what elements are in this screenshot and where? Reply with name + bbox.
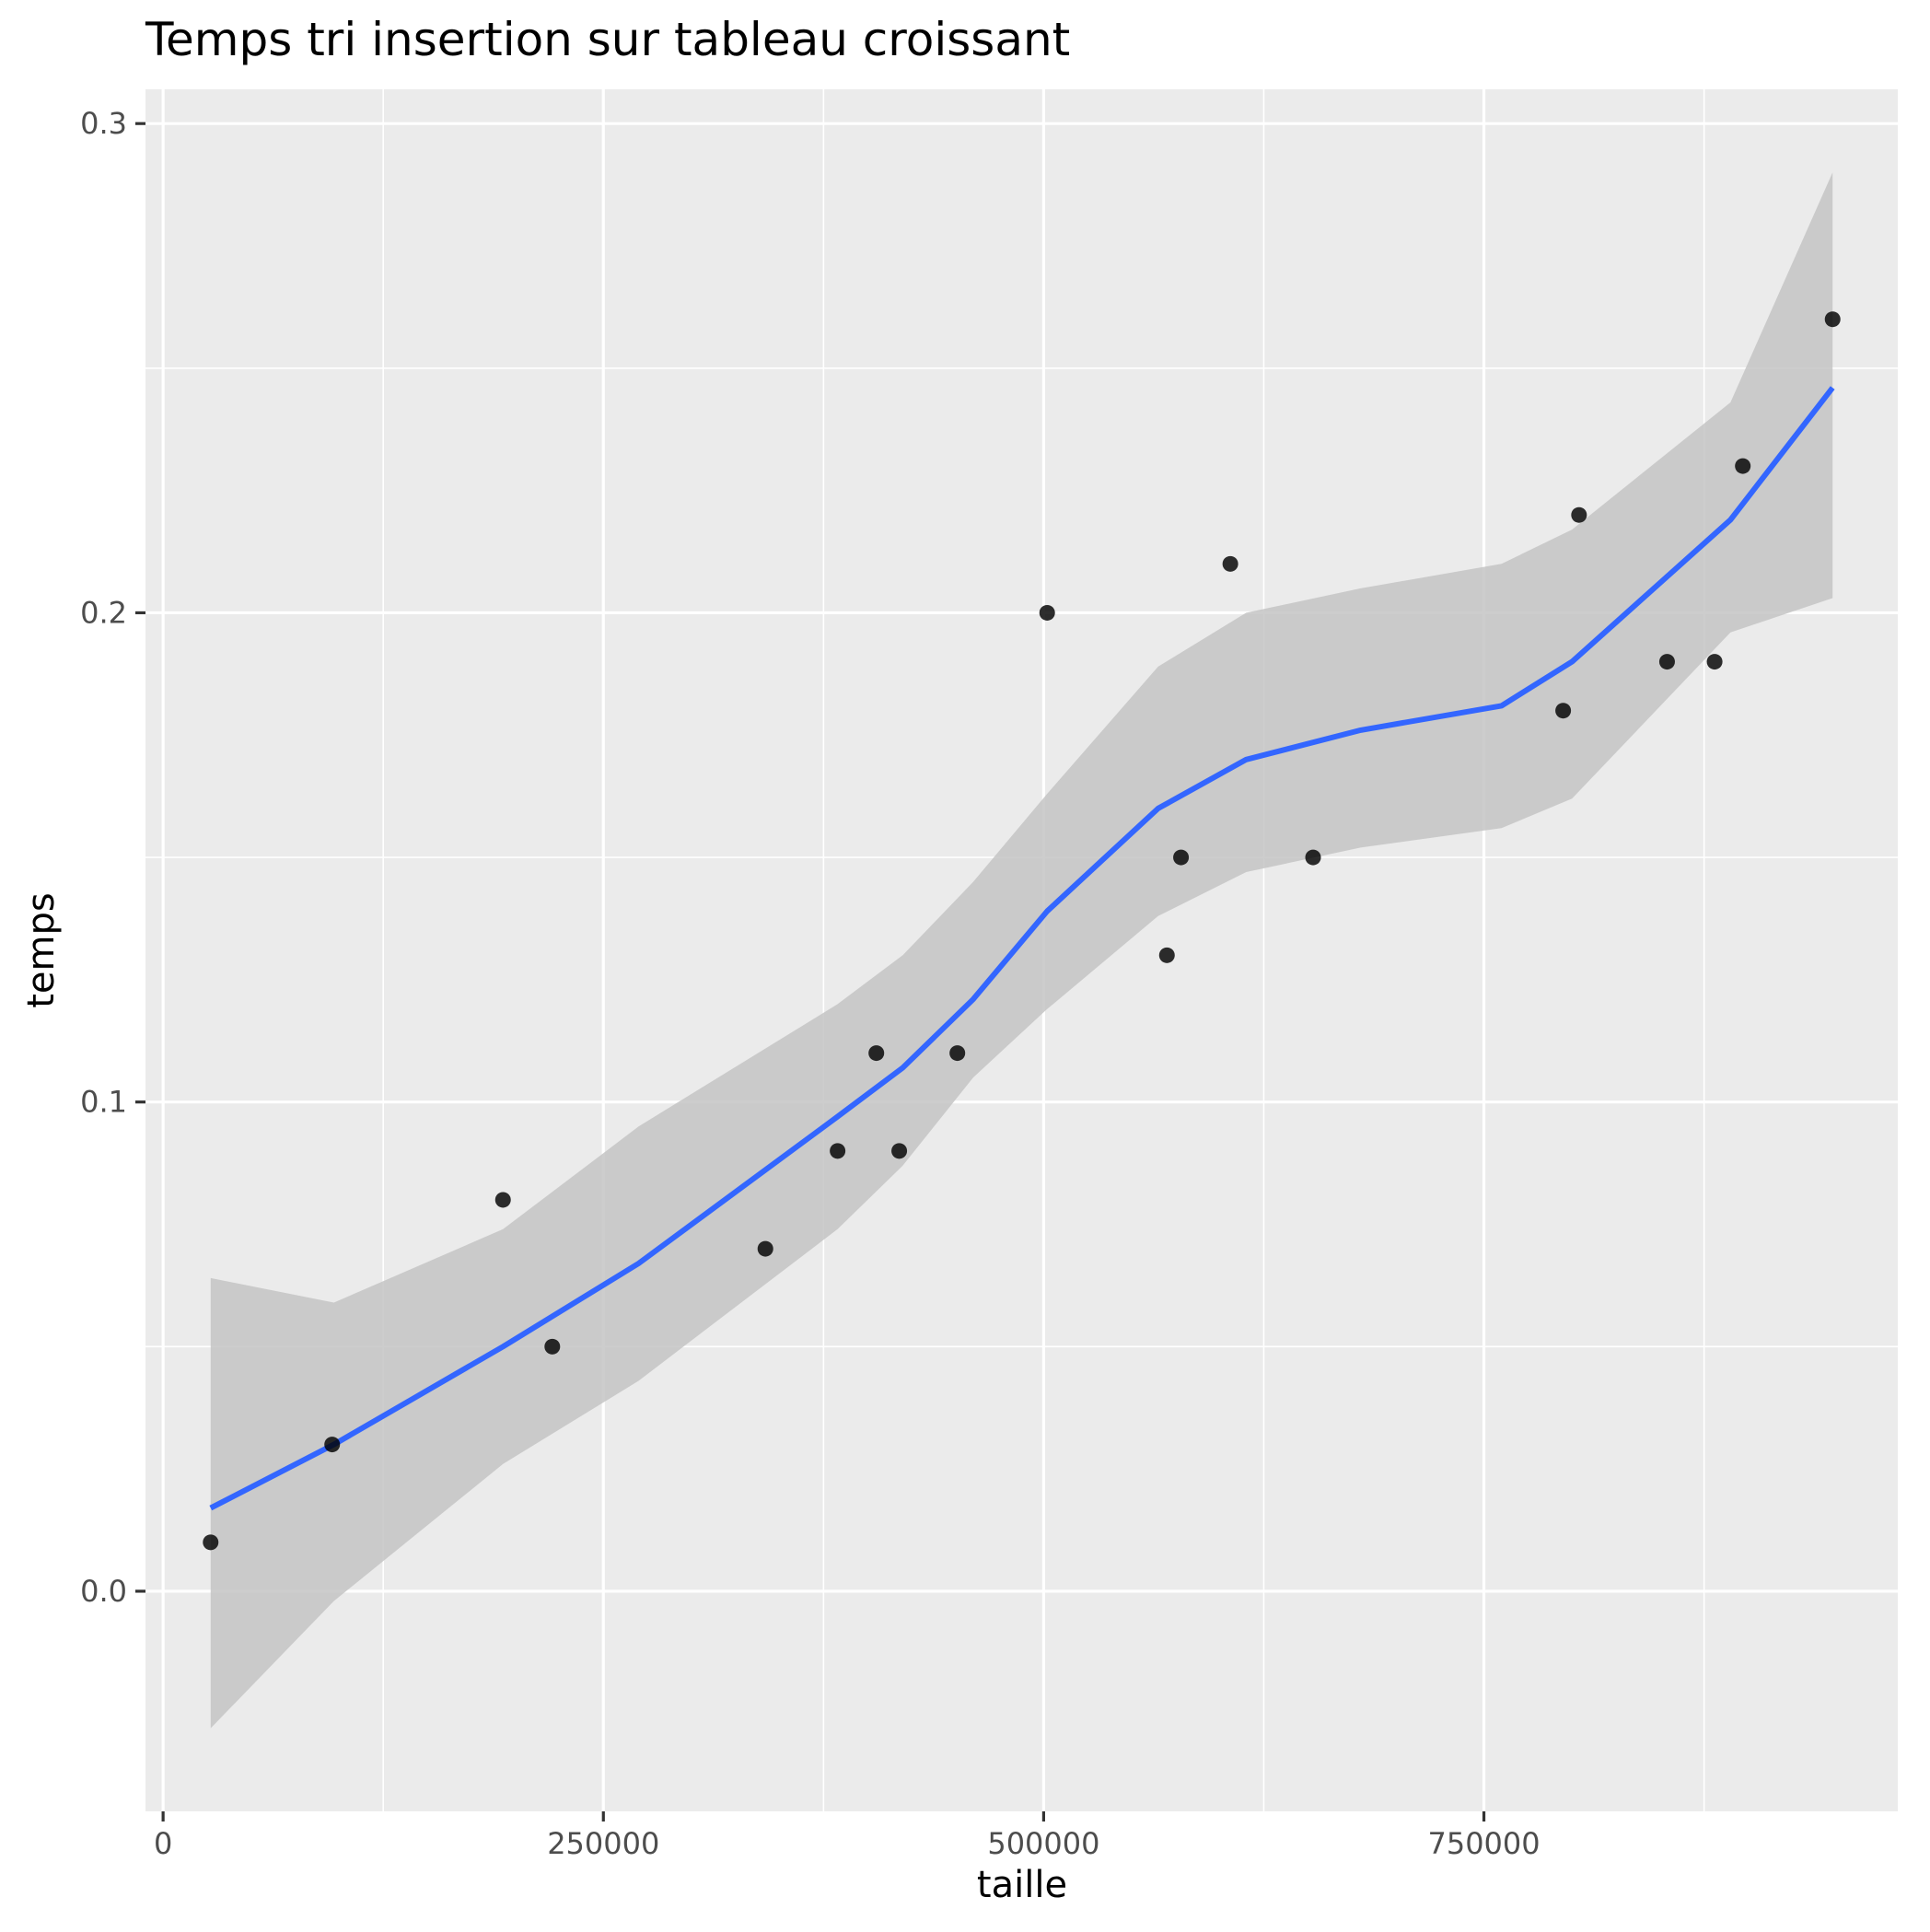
chart-title: Temps tri insertion sur tableau croissan…	[145, 13, 1070, 66]
x-axis-title: taille	[977, 1864, 1067, 1906]
x-tick-label: 0	[154, 1826, 172, 1861]
data-point	[544, 1338, 561, 1355]
y-tick-label: 0.3	[80, 106, 127, 141]
data-point	[1158, 947, 1175, 963]
y-tick-label: 0.1	[80, 1085, 127, 1120]
data-point	[1555, 703, 1572, 719]
x-tick-label: 250000	[547, 1826, 659, 1861]
x-tick-label: 500000	[987, 1826, 1099, 1861]
data-point	[1735, 458, 1751, 474]
data-point	[1305, 849, 1321, 866]
y-tick-label: 0.2	[80, 595, 127, 630]
x-axis: 0 250000 500000 750000	[154, 1811, 1541, 1861]
confidence-ribbon	[210, 172, 1833, 1728]
x-tick-label: 750000	[1427, 1826, 1540, 1861]
data-point	[1173, 849, 1190, 866]
data-point	[830, 1143, 846, 1159]
y-tick-label: 0.0	[80, 1574, 127, 1609]
data-point	[1222, 555, 1238, 572]
data-points	[203, 311, 1841, 1551]
smooth-line	[209, 386, 1835, 1511]
y-axis-title: temps	[20, 892, 63, 1008]
data-point	[1658, 654, 1675, 670]
data-point	[949, 1045, 966, 1062]
data-point	[868, 1045, 885, 1062]
data-point	[203, 1534, 219, 1551]
data-point	[324, 1437, 341, 1453]
data-point	[891, 1143, 908, 1159]
data-point	[1706, 654, 1723, 670]
y-axis: 0.0 0.1 0.2 0.3	[80, 106, 145, 1609]
data-point	[757, 1240, 773, 1257]
data-point	[494, 1192, 511, 1208]
data-point	[1571, 506, 1587, 523]
data-point	[1039, 604, 1055, 621]
data-point	[1824, 311, 1841, 328]
